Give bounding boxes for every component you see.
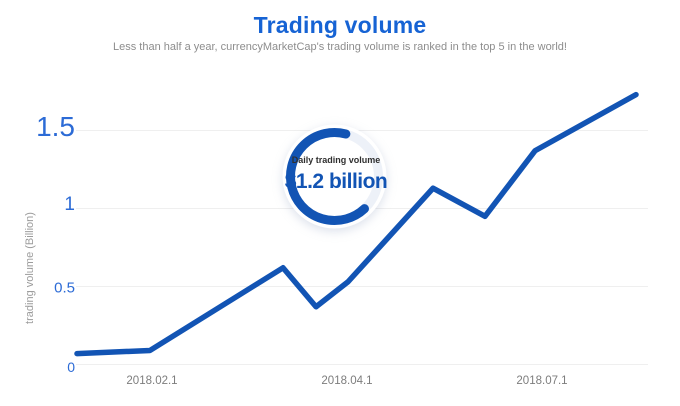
y-axis-title: trading volume (Billion) — [24, 212, 36, 324]
gauge-value: $1.2 billion — [284, 170, 388, 193]
gauge-ring — [282, 124, 387, 229]
x-tick-label: 2018.02.1 — [126, 375, 178, 387]
page-title: Trading volume — [253, 12, 427, 38]
page-subtitle: Less than half a year, currencyMarketCap… — [113, 41, 567, 53]
y-tick-label: 1.5 — [36, 110, 75, 142]
trend-line — [74, 91, 639, 357]
gauge-progress-arc — [286, 128, 370, 225]
y-tick-label: 0 — [67, 358, 75, 375]
y-tick-label: 1 — [64, 193, 75, 215]
x-tick-label: 2018.07.1 — [516, 375, 568, 387]
x-tick-label: 2018.04.1 — [321, 375, 373, 387]
y-tick-label: 0.5 — [54, 279, 75, 296]
gauge-label: Daily trading volume — [291, 155, 381, 165]
gauge-white-backdrop — [282, 124, 387, 229]
